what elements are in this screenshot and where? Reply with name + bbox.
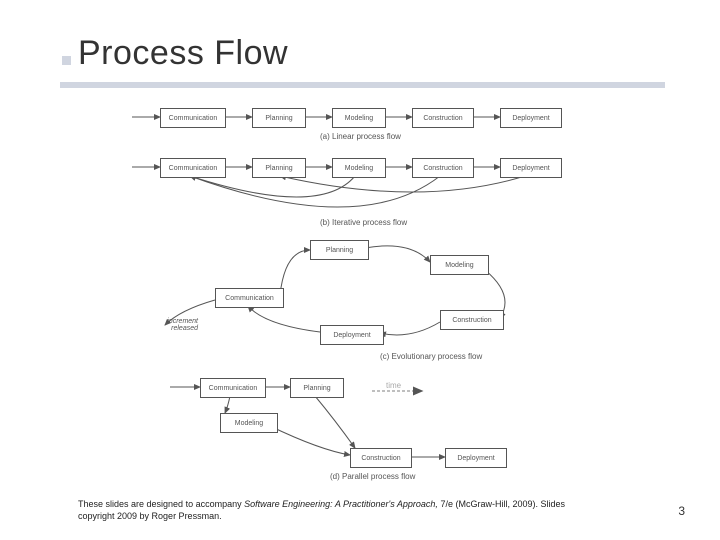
flow-box: Communication bbox=[160, 108, 226, 128]
flow-box: Communication bbox=[215, 288, 284, 308]
flow-box: Deployment bbox=[500, 158, 562, 178]
title-wrap: Process Flow bbox=[78, 34, 288, 73]
title-underline bbox=[60, 82, 665, 88]
flow-box: Deployment bbox=[500, 108, 562, 128]
flow-box: Modeling bbox=[430, 255, 489, 275]
diagram-svg bbox=[120, 100, 600, 480]
flow-box: Communication bbox=[160, 158, 226, 178]
flow-box: Construction bbox=[412, 158, 474, 178]
flow-box: Construction bbox=[440, 310, 504, 330]
footer-part1: These slides are designed to accompany bbox=[78, 499, 244, 509]
flow-box: Deployment bbox=[445, 448, 507, 468]
section-caption: (a) Linear process flow bbox=[320, 132, 401, 141]
flow-box: Modeling bbox=[220, 413, 278, 433]
section-caption: (c) Evolutionary process flow bbox=[380, 352, 482, 361]
page-number: 3 bbox=[678, 504, 685, 518]
footer-text: These slides are designed to accompany S… bbox=[78, 498, 598, 522]
flow-box: Planning bbox=[310, 240, 369, 260]
section-caption: (d) Parallel process flow bbox=[330, 472, 415, 481]
section-caption: (b) Iterative process flow bbox=[320, 218, 407, 227]
flow-box: Planning bbox=[252, 108, 306, 128]
flow-box: Planning bbox=[290, 378, 344, 398]
side-label: increment released bbox=[148, 318, 198, 332]
page-title: Process Flow bbox=[78, 34, 288, 73]
flow-box: Modeling bbox=[332, 158, 386, 178]
footer-italic: Software Engineering: A Practitioner's A… bbox=[244, 499, 438, 509]
flow-box: Communication bbox=[200, 378, 266, 398]
flow-box: Modeling bbox=[332, 108, 386, 128]
flow-box: Construction bbox=[350, 448, 412, 468]
flow-box: Construction bbox=[412, 108, 474, 128]
title-bullet bbox=[62, 56, 71, 65]
diagram-area: Communication Planning Modeling Constructio… bbox=[120, 100, 600, 480]
flow-box: Planning bbox=[252, 158, 306, 178]
time-label: time bbox=[386, 381, 401, 390]
flow-box: Deployment bbox=[320, 325, 384, 345]
